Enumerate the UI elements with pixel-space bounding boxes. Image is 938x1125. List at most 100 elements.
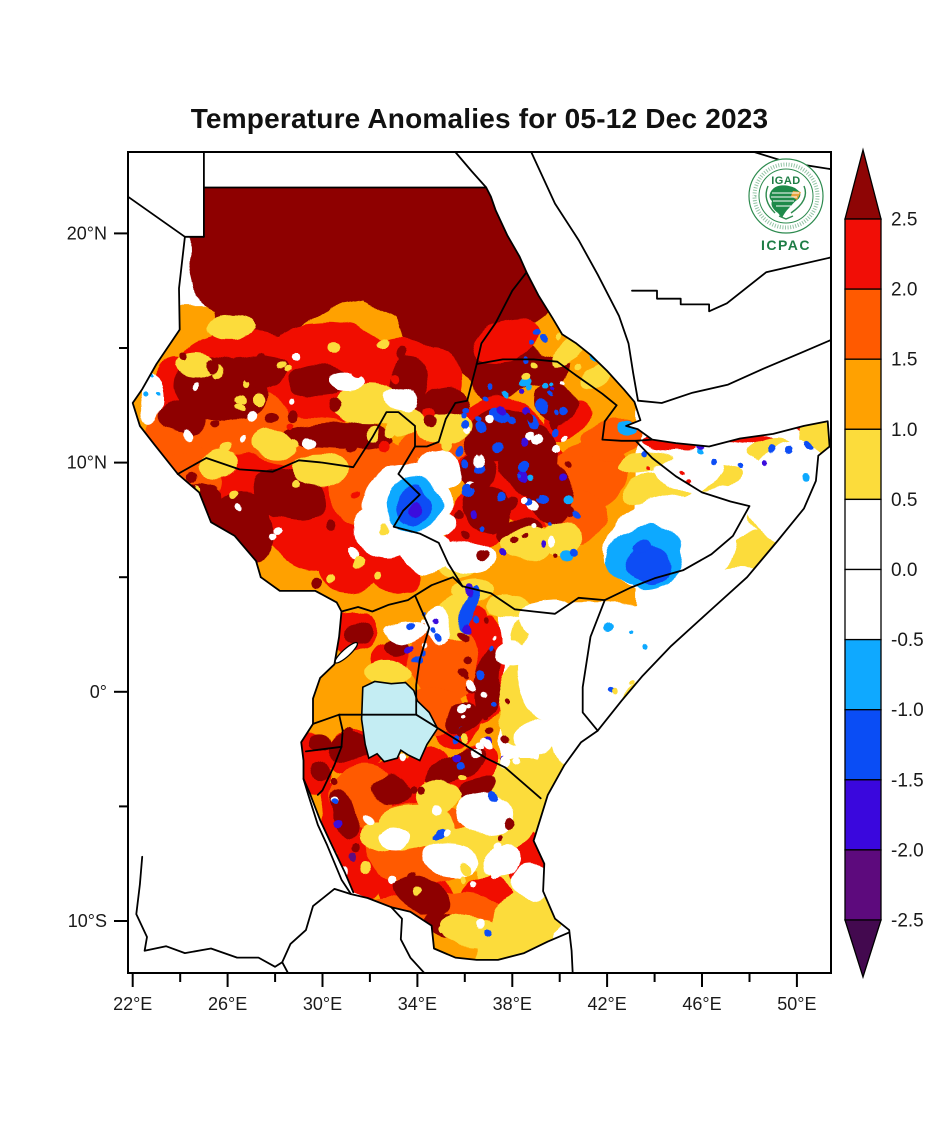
anomaly-speckle (482, 396, 488, 403)
colorbar-cell (844, 498, 882, 571)
anomaly-speckle (240, 360, 255, 374)
x-tick-label: 30°E (303, 994, 342, 1014)
anomaly-speckle (275, 361, 284, 370)
anomaly-speckle (555, 335, 562, 342)
anomaly-blob (379, 389, 423, 413)
anomaly-blob (427, 748, 484, 787)
anomaly-speckle (283, 366, 290, 373)
anomaly-speckle (386, 835, 393, 843)
anomaly-blob (424, 604, 453, 646)
anomaly-speckle (236, 438, 244, 446)
anomaly-speckle (697, 448, 703, 455)
anomaly-speckle (477, 452, 483, 457)
anomaly-speckle (479, 458, 485, 464)
anomaly-speckle (179, 352, 187, 360)
anomaly-speckle (206, 482, 217, 492)
anomaly-speckle (492, 870, 503, 881)
anomaly-speckle (503, 390, 510, 398)
anomaly-speckle (459, 716, 465, 721)
igad-icpac-logo: IGAD ICPAC (748, 158, 824, 253)
anomaly-speckle (352, 369, 362, 379)
colorbar-cell (844, 638, 882, 711)
anomaly-blob (206, 314, 254, 340)
anomaly-speckle (532, 488, 543, 498)
anomaly-speckle (458, 816, 466, 824)
figure-title: Temperature Anomalies for 05-12 Dec 2023 (190, 103, 769, 134)
anomaly-speckle (256, 351, 267, 361)
anomaly-blob (251, 432, 299, 461)
anomaly-blob (457, 794, 515, 837)
x-tick-label: 34°E (398, 994, 437, 1014)
colorbar-cell (844, 428, 882, 501)
anomaly-speckle (544, 384, 553, 393)
colorbar-cell (844, 849, 882, 921)
anomaly-speckle (521, 391, 526, 396)
laurel-wreath-icon (765, 185, 807, 220)
anomaly-blob (374, 774, 413, 802)
anomaly-speckle (463, 459, 471, 467)
anomaly-speckle (288, 351, 298, 360)
anomaly-speckle (465, 678, 475, 689)
anomaly-blob (521, 600, 579, 642)
anomaly-speckle (388, 373, 400, 385)
anomaly-speckle (488, 697, 494, 704)
anomaly-speckle (269, 533, 277, 541)
anomaly-speckle (332, 798, 340, 805)
country-border (316, 745, 343, 796)
anomaly-speckle (488, 463, 498, 473)
anomaly-speckle (189, 469, 200, 480)
anomaly-speckle (459, 774, 467, 782)
anomaly-speckle (472, 425, 484, 437)
anomaly-speckle (251, 393, 265, 408)
country-border (603, 439, 751, 601)
anomaly-speckle (290, 422, 298, 431)
colorbar-tick-label: 2.0 (891, 280, 917, 301)
anomaly-speckle (384, 418, 399, 433)
anomaly-speckle (291, 482, 300, 491)
anomaly-field (132, 187, 830, 960)
anomaly-speckle (234, 405, 243, 413)
anomaly-speckle (496, 405, 507, 417)
anomaly-speckle (244, 515, 251, 523)
anomaly-blob (441, 913, 508, 947)
anomaly-speckle (265, 413, 279, 428)
anomaly-speckle (414, 881, 423, 890)
anomaly-speckle (332, 774, 340, 782)
anomaly-blob (287, 364, 349, 397)
anomaly-speckle (455, 543, 467, 555)
colorbar-tick-label: -1.0 (891, 700, 924, 721)
anomaly-speckle (528, 388, 535, 395)
anomaly-speckle (320, 550, 328, 558)
colorbar-tick-label: -2.0 (891, 840, 924, 861)
anomaly-speckle (241, 372, 250, 381)
anomaly-speckle (676, 467, 682, 472)
anomaly-speckle (242, 412, 256, 426)
plot-frame (127, 151, 832, 974)
country-border (312, 713, 341, 725)
anomaly-speckle (567, 461, 575, 468)
anomaly-speckle (452, 751, 461, 761)
anomaly-speckle (561, 434, 569, 442)
anomaly-speckle (379, 524, 391, 536)
anomaly-speckle (553, 407, 559, 413)
colorbar-tick-label: -2.5 (891, 911, 924, 932)
anomaly-speckle (521, 359, 528, 367)
anomaly-speckle (342, 441, 355, 453)
y-tick-label: 10°N (67, 453, 107, 473)
anomaly-speckle (648, 467, 653, 472)
anomaly-speckle (468, 879, 475, 886)
anomaly-speckle (559, 403, 569, 413)
anomaly-speckle (472, 508, 480, 517)
anomaly-speckle (610, 685, 617, 693)
anomaly-speckle (441, 830, 451, 839)
anomaly-blob (517, 616, 608, 727)
anomaly-speckle (569, 545, 577, 553)
anomaly-speckle (523, 428, 532, 438)
anomaly-speckle (488, 520, 497, 528)
anomaly-speckle (478, 686, 485, 694)
anomaly-blob (286, 422, 397, 448)
anomaly-speckle (520, 495, 529, 504)
anomaly-speckle (346, 548, 357, 559)
anomaly-speckle (519, 460, 532, 473)
